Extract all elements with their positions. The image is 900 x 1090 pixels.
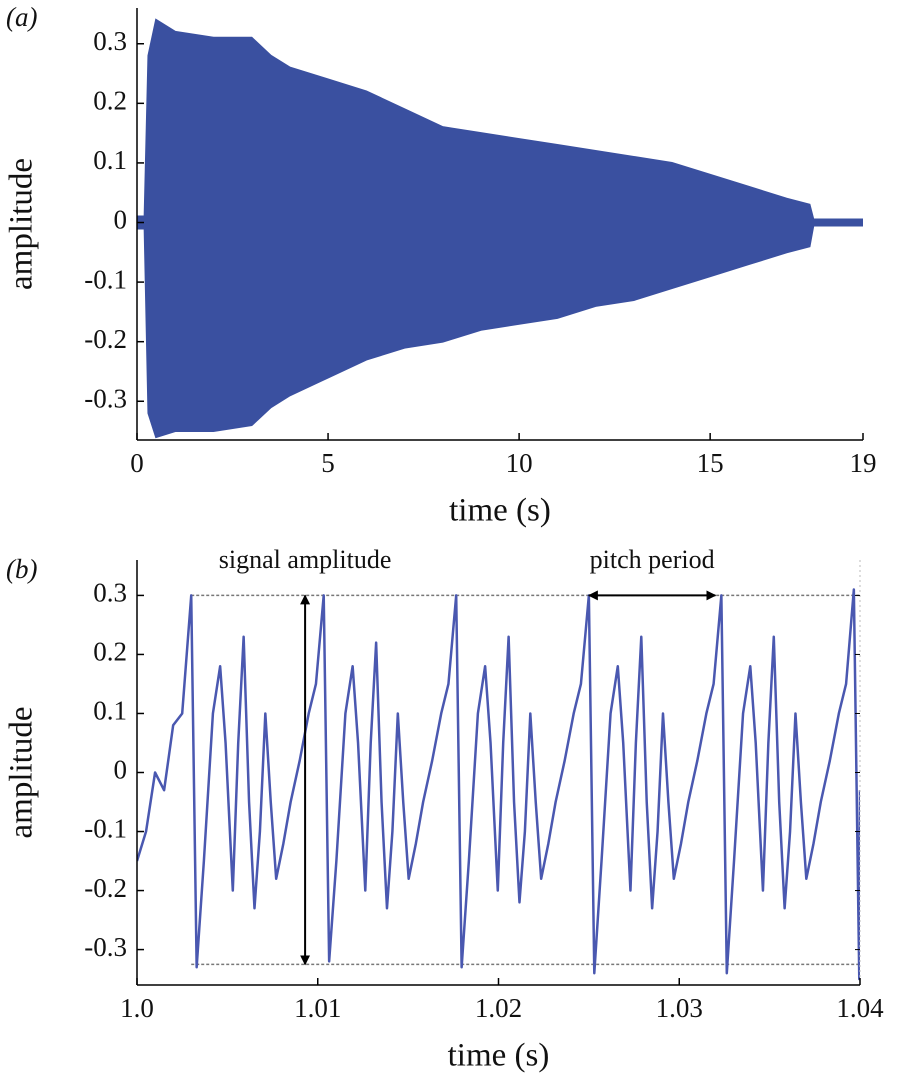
y-tick-label: 0.3 bbox=[93, 26, 127, 56]
y-tick-label: -0.2 bbox=[84, 873, 127, 903]
x-tick-label: 10 bbox=[506, 448, 533, 478]
waveform-line bbox=[137, 588, 860, 981]
annotation-label: pitch period bbox=[590, 545, 715, 574]
waveform-envelope bbox=[137, 18, 863, 439]
y-tick-label: 0.2 bbox=[93, 86, 127, 116]
y-tick-label: 0 bbox=[114, 755, 128, 785]
x-axis-label: time (s) bbox=[448, 1038, 550, 1074]
y-tick-label: 0.1 bbox=[93, 145, 127, 175]
x-tick-label: 1.02 bbox=[475, 993, 522, 1023]
x-tick-label: 1.03 bbox=[656, 993, 703, 1023]
x-tick-label: 1.0 bbox=[120, 993, 154, 1023]
y-axis-label: amplitude bbox=[4, 707, 40, 839]
x-tick-label: 1.04 bbox=[836, 993, 884, 1023]
x-tick-label: 5 bbox=[321, 448, 335, 478]
y-axis-label: amplitude bbox=[4, 158, 40, 290]
x-tick-label: 0 bbox=[130, 448, 144, 478]
x-tick-label: 19 bbox=[850, 448, 877, 478]
y-tick-label: -0.3 bbox=[84, 932, 127, 962]
x-tick-label: 15 bbox=[697, 448, 724, 478]
y-tick-label: -0.1 bbox=[84, 814, 127, 844]
y-tick-label: -0.2 bbox=[84, 324, 127, 354]
x-axis-label: time (s) bbox=[449, 493, 551, 529]
y-tick-label: 0.2 bbox=[93, 637, 127, 667]
annotation-label: signal amplitude bbox=[219, 545, 392, 574]
y-tick-label: 0 bbox=[114, 205, 128, 235]
y-tick-label: 0.3 bbox=[93, 578, 127, 608]
panel-label: (a) bbox=[6, 2, 37, 32]
x-tick-label: 1.01 bbox=[294, 993, 341, 1023]
y-tick-label: -0.3 bbox=[84, 383, 127, 413]
y-tick-label: 0.1 bbox=[93, 696, 127, 726]
panel-label: (b) bbox=[6, 554, 37, 584]
y-tick-label: -0.1 bbox=[84, 264, 127, 294]
